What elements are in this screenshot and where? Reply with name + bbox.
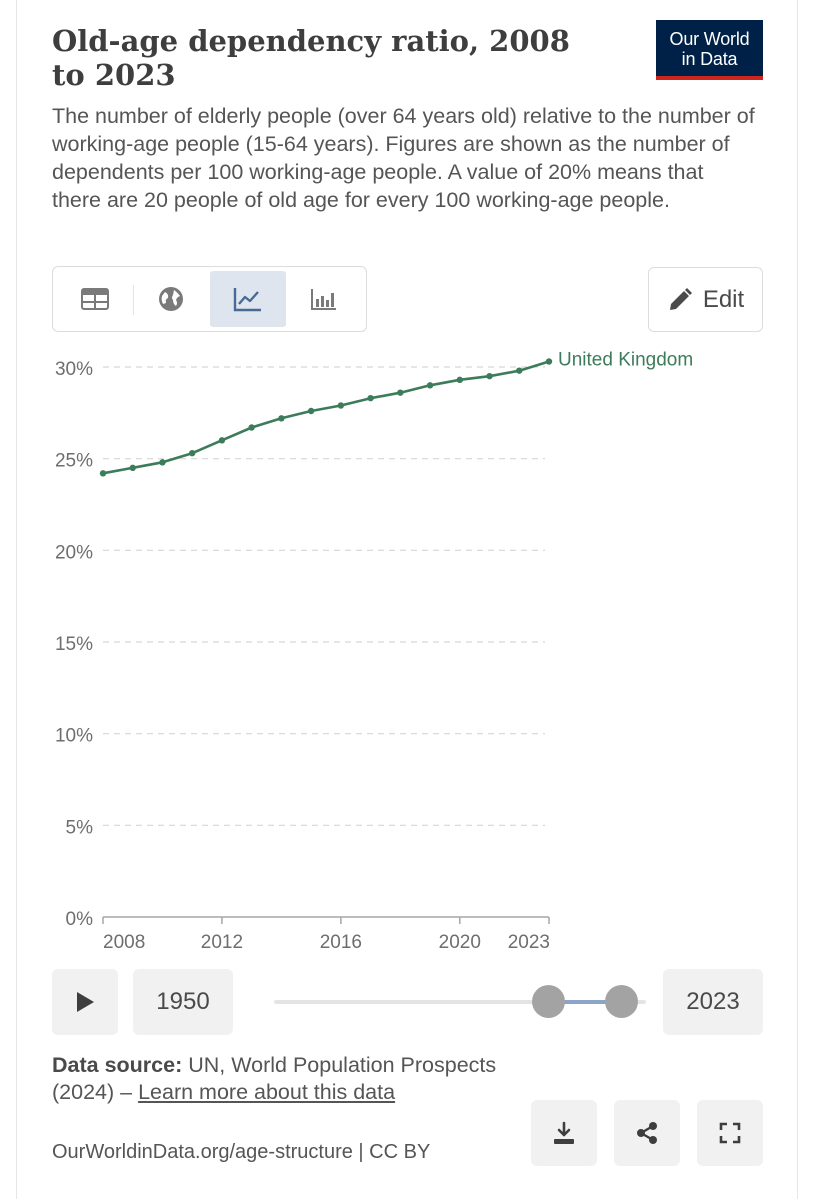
data-point bbox=[278, 415, 285, 422]
end-year-box[interactable]: 2023 bbox=[663, 969, 763, 1035]
series-label: United Kingdom bbox=[558, 350, 693, 371]
logo-line-1: Our World bbox=[669, 29, 750, 49]
bar-chart-icon bbox=[310, 289, 336, 310]
line-chart: 0% 5% 10% 15% 20% 25% 30% 2008 2012 2016 2020 2023 U… bbox=[55, 350, 693, 954]
share-icon bbox=[637, 1122, 657, 1144]
timeline-track[interactable] bbox=[274, 1000, 646, 1004]
data-point bbox=[307, 407, 315, 415]
right-border bbox=[797, 0, 798, 1199]
data-point bbox=[426, 382, 434, 389]
tab-map[interactable] bbox=[133, 271, 209, 327]
download-button[interactable] bbox=[531, 1100, 597, 1166]
source-url[interactable]: OurWorldinData.org/age-structure | CC BY bbox=[52, 1141, 431, 1163]
data-point bbox=[486, 372, 493, 380]
x-tick-label: 2008 bbox=[103, 932, 145, 953]
y-tick-label: 10% bbox=[55, 726, 93, 747]
data-point bbox=[456, 376, 463, 384]
edit-label: Edit bbox=[702, 285, 745, 313]
download-icon bbox=[554, 1121, 574, 1144]
chart-title: Old-age dependency ratio, 2008 to 2023 bbox=[52, 24, 570, 92]
pencil-icon bbox=[669, 287, 692, 310]
owid-logo[interactable]: Our World in Data bbox=[656, 20, 763, 80]
line-chart-icon bbox=[233, 288, 261, 312]
y-tick-label: 15% bbox=[55, 634, 93, 655]
data-point bbox=[129, 464, 136, 472]
data-point bbox=[218, 437, 226, 444]
play-icon bbox=[77, 992, 94, 1012]
y-tick-label: 30% bbox=[55, 359, 93, 380]
data-source: Data source: UN, World Population Prospe… bbox=[52, 1052, 522, 1106]
tab-marimekko[interactable] bbox=[286, 271, 362, 327]
tab-chart[interactable] bbox=[209, 271, 286, 327]
y-tick-label: 5% bbox=[66, 817, 94, 838]
timeline-start-handle[interactable] bbox=[532, 985, 565, 1018]
x-tick-label: 2012 bbox=[201, 932, 243, 953]
logo-line-2: in Data bbox=[681, 49, 738, 69]
data-point bbox=[545, 358, 553, 365]
timeline-end-handle[interactable] bbox=[605, 985, 638, 1018]
y-tick-label: 0% bbox=[66, 909, 94, 930]
chart-subtitle: The number of elderly people (over 64 ye… bbox=[52, 104, 755, 212]
start-year-box[interactable]: 1950 bbox=[133, 969, 233, 1035]
data-point bbox=[248, 424, 255, 431]
table-icon bbox=[81, 288, 110, 310]
x-tick-label: 2023 bbox=[508, 932, 550, 953]
timeline-selected-range bbox=[548, 1000, 621, 1004]
play-button[interactable] bbox=[52, 969, 118, 1035]
y-tick-label: 20% bbox=[55, 542, 93, 563]
data-point bbox=[159, 459, 166, 466]
x-tick-label: 2020 bbox=[439, 932, 481, 953]
fullscreen-icon bbox=[719, 1122, 741, 1144]
data-point bbox=[397, 389, 404, 396]
view-tab-bar bbox=[52, 266, 367, 332]
edit-button[interactable]: Edit bbox=[648, 267, 763, 332]
x-tick-label: 2016 bbox=[320, 932, 362, 953]
data-point bbox=[367, 394, 374, 402]
share-button[interactable] bbox=[614, 1100, 680, 1166]
left-border bbox=[16, 0, 17, 1199]
source-label: Data source: bbox=[52, 1053, 183, 1077]
fullscreen-button[interactable] bbox=[697, 1100, 763, 1166]
series-line-united-kingdom bbox=[102, 360, 550, 475]
data-point bbox=[337, 402, 345, 409]
data-point bbox=[516, 367, 523, 374]
data-point bbox=[99, 470, 107, 477]
tab-table[interactable] bbox=[57, 271, 133, 327]
data-point bbox=[189, 449, 196, 457]
source-text: UN, World Population Prospects (2024) – bbox=[52, 1053, 497, 1104]
globe-icon bbox=[159, 287, 184, 311]
y-tick-label: 25% bbox=[55, 451, 93, 472]
learn-more-link[interactable]: Learn more about this data bbox=[138, 1080, 396, 1104]
